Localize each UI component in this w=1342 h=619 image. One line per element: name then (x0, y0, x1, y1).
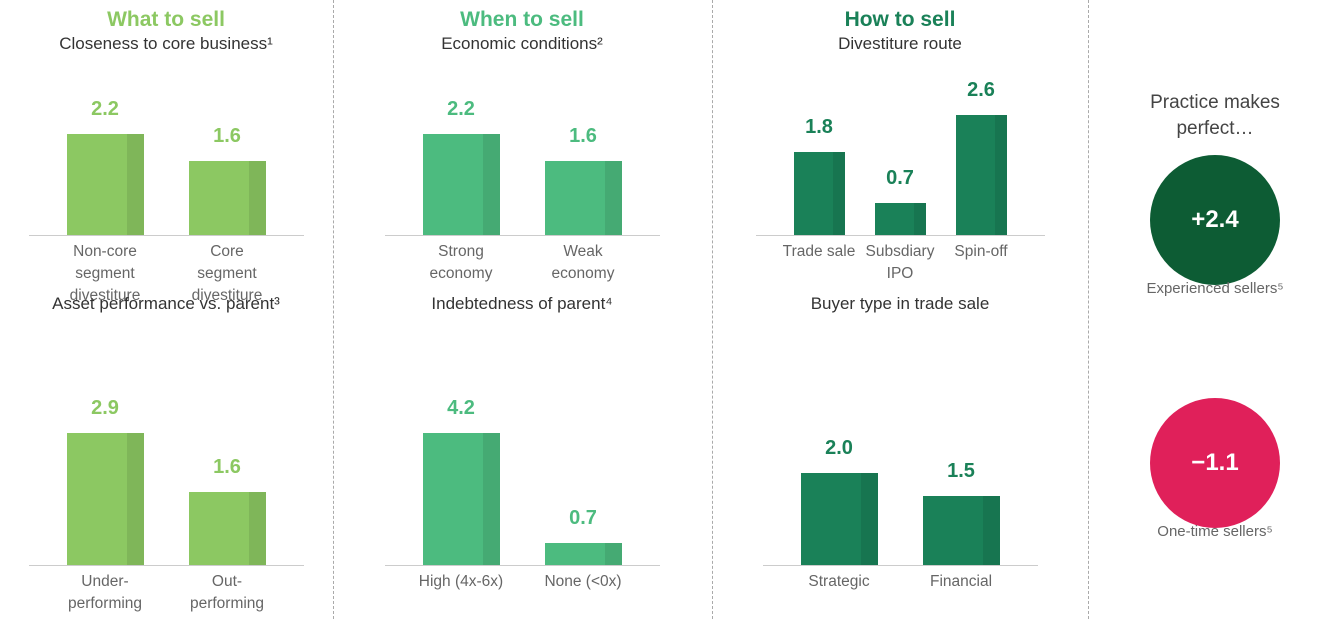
category-label: Weak economy (551, 243, 615, 282)
bar-shade (482, 433, 500, 565)
bar-shade (833, 152, 845, 235)
baseline (762, 565, 1038, 566)
category-label: Financial (929, 573, 993, 590)
category-label: Out-performing (189, 573, 265, 612)
value-label: 1.6 (569, 125, 597, 148)
bar-shade (995, 115, 1007, 235)
value-label: 4.2 (447, 397, 475, 419)
bubble: −1.1 (1150, 398, 1280, 528)
bar-shade (860, 473, 878, 565)
chart-title: Asset performance vs. parent³ (52, 294, 280, 313)
category-label: Under-performing (67, 573, 143, 612)
bar-shade (126, 133, 144, 235)
chart-title: Indebtedness of parent⁴ (431, 294, 613, 313)
value-label: 1.6 (213, 125, 241, 148)
value-label: 0.7 (886, 166, 914, 189)
divider (712, 0, 713, 619)
chart-title: Economic conditions² (441, 34, 603, 53)
bar (544, 543, 622, 565)
baseline (755, 235, 1045, 236)
chart-title: Closeness to core business¹ (59, 34, 273, 53)
category-label: None (<0x) (544, 573, 622, 590)
bar-shade (126, 433, 144, 565)
baseline (384, 565, 660, 566)
chart-title: Buyer type in trade sale (810, 294, 990, 313)
bar-shade (604, 161, 622, 235)
category-label: Spin-off (954, 243, 1008, 260)
bar-shade (248, 492, 266, 565)
bar (874, 202, 926, 235)
category-label: Subsdiary IPO (865, 243, 935, 282)
bar (422, 433, 500, 565)
bar (793, 152, 845, 235)
bubble: +2.4 (1150, 155, 1280, 285)
value-label: 2.6 (967, 79, 995, 102)
category-label: High (4x-6x) (418, 573, 504, 590)
bar (188, 492, 266, 565)
value-label: 0.7 (569, 507, 597, 529)
bar (66, 133, 144, 235)
bar (922, 496, 1000, 565)
bubble-label: One-time sellers⁵ (1157, 523, 1273, 540)
bar-shade (604, 543, 622, 565)
value-label: 1.6 (213, 456, 241, 479)
bar (544, 161, 622, 235)
chart-title: Divestiture route (838, 34, 962, 53)
value-label: 2.0 (825, 437, 853, 459)
category-label: Strategic (808, 573, 870, 590)
category-label: Trade sale (782, 243, 856, 260)
bar-shade (248, 161, 266, 235)
value-label: 1.5 (947, 460, 975, 482)
bar (955, 115, 1007, 235)
value-label: 2.9 (91, 397, 119, 419)
bar (188, 161, 266, 235)
bar-shade (914, 202, 926, 235)
column-heading: How to sell (844, 8, 956, 31)
category-label: Non-core segment divestiture (69, 243, 141, 304)
baseline (28, 235, 304, 236)
value-label: 2.2 (91, 97, 119, 120)
value-label: 2.2 (447, 97, 475, 120)
bar-shade (982, 496, 1000, 565)
bar (800, 473, 878, 565)
practice-title: Practice makes perfect… (1150, 92, 1280, 139)
baseline (384, 235, 660, 236)
category-label: Core segment divestiture (191, 243, 263, 304)
bubble-label: Experienced sellers⁵ (1146, 280, 1284, 297)
divider (1088, 0, 1089, 619)
divider (333, 0, 334, 619)
column-heading: When to sell (460, 8, 584, 31)
bar (422, 133, 500, 235)
value-label: 1.8 (805, 116, 833, 139)
baseline (28, 565, 304, 566)
bar-shade (482, 133, 500, 235)
column-heading: What to sell (107, 8, 225, 31)
bar (66, 433, 144, 565)
category-label: Strong economy (429, 243, 493, 282)
